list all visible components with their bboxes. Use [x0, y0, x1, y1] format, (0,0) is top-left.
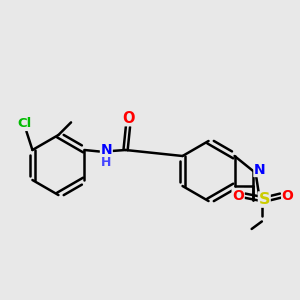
Text: O: O [122, 111, 135, 126]
Text: Cl: Cl [18, 117, 32, 130]
Text: O: O [232, 189, 244, 202]
Text: O: O [282, 189, 294, 202]
Text: S: S [259, 192, 270, 207]
Text: H: H [101, 156, 112, 170]
Text: N: N [254, 163, 266, 176]
Text: N: N [100, 143, 112, 157]
